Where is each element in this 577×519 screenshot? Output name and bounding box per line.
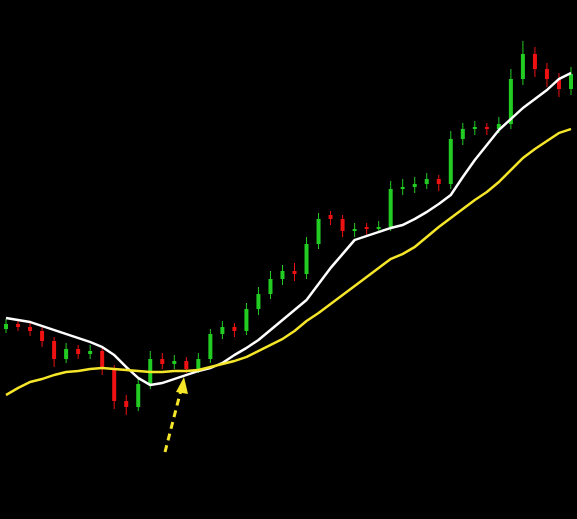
candle-body bbox=[496, 124, 501, 129]
candle-body bbox=[556, 79, 561, 89]
candle-body bbox=[232, 327, 237, 331]
candle-body bbox=[460, 129, 465, 139]
candle-body bbox=[124, 401, 129, 407]
candle-body bbox=[352, 229, 357, 231]
candle-body bbox=[52, 341, 57, 359]
candle-body bbox=[40, 331, 45, 341]
candle-body bbox=[160, 359, 165, 364]
candle-body bbox=[136, 384, 141, 407]
candle-body bbox=[280, 271, 285, 279]
candle-body bbox=[568, 74, 573, 89]
moving-average bbox=[5, 127, 572, 397]
candle-body bbox=[376, 227, 381, 229]
candle-body bbox=[424, 179, 429, 184]
candle-body bbox=[256, 294, 261, 309]
moving-average bbox=[5, 71, 572, 387]
candle-body bbox=[520, 54, 525, 79]
candle-body bbox=[364, 227, 369, 229]
annotation-arrowhead bbox=[176, 377, 188, 394]
candle-body bbox=[388, 189, 393, 227]
candle-body bbox=[448, 139, 453, 184]
plot bbox=[4, 41, 573, 415]
candle-body bbox=[76, 349, 81, 354]
candle-body bbox=[16, 324, 21, 327]
candle-body bbox=[316, 219, 321, 244]
candle-body bbox=[484, 127, 489, 129]
candle-body bbox=[100, 351, 105, 369]
candle-body bbox=[304, 244, 309, 274]
candle-body bbox=[544, 69, 549, 79]
candle-body bbox=[112, 369, 117, 401]
candle-body bbox=[64, 349, 69, 359]
candle-body bbox=[4, 324, 9, 329]
candle-body bbox=[328, 215, 333, 219]
candle-body bbox=[400, 187, 405, 189]
candle-body bbox=[220, 327, 225, 334]
annotation: Golden Cross bbox=[95, 459, 236, 481]
candle-body bbox=[412, 184, 417, 187]
candle-body bbox=[508, 79, 513, 124]
candle-body bbox=[196, 359, 201, 369]
annotation-arrow bbox=[163, 389, 183, 453]
candle-body bbox=[292, 271, 297, 274]
candle-body bbox=[28, 327, 33, 331]
candle-body bbox=[436, 179, 441, 184]
candle-body bbox=[268, 279, 273, 294]
candle-body bbox=[532, 54, 537, 69]
candle-body bbox=[184, 361, 189, 369]
candle-body bbox=[208, 334, 213, 359]
candle-body bbox=[244, 309, 249, 331]
candle-body bbox=[88, 351, 93, 354]
candle-body bbox=[472, 127, 477, 129]
candle-body bbox=[340, 219, 345, 231]
candle-body bbox=[172, 361, 177, 364]
